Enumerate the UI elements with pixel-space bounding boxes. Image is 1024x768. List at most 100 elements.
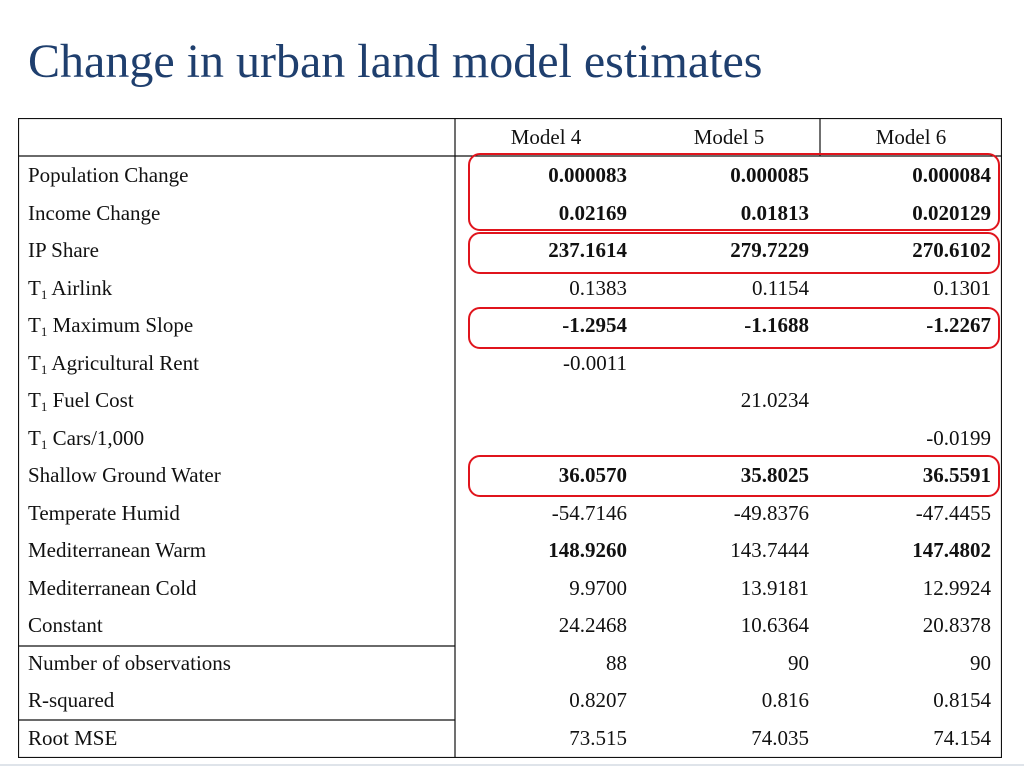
row-label-text: R-squared bbox=[28, 688, 115, 712]
row-label-text: Mediterranean Warm bbox=[28, 538, 207, 562]
value-cell-model-5: 90 bbox=[788, 650, 809, 675]
value-cell-model-4: 237.1614 bbox=[548, 238, 627, 262]
row-label: Constant bbox=[28, 606, 453, 644]
row-label: T1 Agricultural Rent bbox=[28, 344, 453, 382]
value-cell-model-6: 12.9924 bbox=[922, 575, 991, 600]
row-label: Mediterranean Warm bbox=[28, 531, 453, 569]
value-cell-model-4 bbox=[455, 381, 627, 419]
row-label-text: IP Share bbox=[28, 238, 99, 262]
table-row: Number of observations 88 90 90 bbox=[18, 644, 1002, 682]
value-cell-model-4: 73.515 bbox=[569, 725, 627, 750]
row-label-subscript: 1 bbox=[40, 361, 48, 377]
page-title: Change in urban land model estimates bbox=[28, 35, 763, 88]
value-cell-model-5: 74.035 bbox=[751, 725, 809, 750]
value-cell-model-6: 74.154 bbox=[933, 725, 991, 750]
row-label-text: Population Change bbox=[28, 163, 189, 187]
row-label: Mediterranean Cold bbox=[28, 569, 453, 607]
row-label-subscript: 1 bbox=[40, 324, 48, 339]
value-cell-model-5: 35.8025 bbox=[740, 463, 809, 487]
row-label-rest: Airlink bbox=[47, 275, 113, 300]
value-cell-model-5 bbox=[637, 419, 809, 457]
value-cell-model-5: 21.0234 bbox=[740, 388, 809, 412]
value-cell-model-4: 24.2468 bbox=[558, 613, 627, 637]
row-label-text: Income Change bbox=[28, 200, 161, 225]
row-label-rest: Cars/1,000 bbox=[47, 425, 145, 450]
row-label-subscript: 1 bbox=[40, 436, 48, 452]
row-label-text: T bbox=[28, 313, 41, 337]
row-label-text: Mediterranean Cold bbox=[28, 575, 197, 600]
table-header-row: Model 4 Model 5 Model 6 bbox=[18, 118, 1002, 156]
row-label-text: Root MSE bbox=[28, 725, 118, 750]
table-row: R-squared 0.8207 0.816 0.8154 bbox=[18, 681, 1002, 719]
row-label: T1 Cars/1,000 bbox=[28, 419, 453, 457]
table-row: Mediterranean Warm 148.9260 143.7444 147.48… bbox=[18, 531, 1002, 569]
value-cell-model-5: -49.8376 bbox=[733, 500, 809, 525]
row-label: Number of observations bbox=[28, 644, 453, 682]
row-label-text: T bbox=[28, 350, 41, 375]
table-row: Income Change 0.02169 0.01813 0.020129 bbox=[18, 194, 1002, 232]
value-cell-model-6: 20.8378 bbox=[922, 613, 991, 637]
table-row: T1 Agricultural Rent -0.0011 bbox=[18, 344, 1002, 382]
row-label-text: T bbox=[28, 275, 41, 300]
value-cell-model-5: 0.000085 bbox=[730, 163, 809, 187]
value-cell-model-4: 9.9700 bbox=[569, 575, 627, 600]
column-header-model-6: Model 6 bbox=[875, 125, 947, 149]
value-cell-model-4: 0.8207 bbox=[569, 688, 627, 712]
value-cell-model-6 bbox=[819, 344, 991, 382]
row-label: IP Share bbox=[28, 231, 453, 269]
value-cell-model-5: 0.816 bbox=[761, 688, 809, 712]
table-row: Constant 24.2468 10.6364 20.8378 bbox=[18, 606, 1002, 644]
value-cell-model-4: -0.0011 bbox=[563, 350, 627, 375]
row-label-text: T bbox=[28, 388, 41, 412]
row-label-text: Shallow Ground Water bbox=[28, 463, 221, 487]
value-cell-model-6: -47.4455 bbox=[915, 500, 991, 525]
row-label-text: Temperate Humid bbox=[28, 500, 180, 525]
table-row: T1 Airlink 0.1383 0.1154 0.1301 bbox=[18, 269, 1002, 307]
value-cell-model-4: -54.7146 bbox=[551, 500, 627, 525]
row-label-rest: Fuel Cost bbox=[47, 388, 134, 412]
value-cell-model-5: 10.6364 bbox=[740, 613, 809, 637]
value-cell-model-5: 279.7229 bbox=[730, 238, 809, 262]
row-label-text: T bbox=[28, 425, 41, 450]
table-row: T1 Maximum Slope -1.2954 -1.1688 -1.2267 bbox=[18, 306, 1002, 344]
table-row: Population Change 0.000083 0.000085 0.00008… bbox=[18, 156, 1002, 194]
highlight-box-ip-share bbox=[468, 232, 1000, 274]
value-cell-model-5: 143.7444 bbox=[730, 538, 809, 562]
row-label-rest: Maximum Slope bbox=[47, 313, 194, 337]
value-cell-model-4 bbox=[455, 419, 627, 457]
column-header-model-4: Model 4 bbox=[510, 125, 582, 149]
row-label-rest: Agricultural Rent bbox=[47, 350, 199, 375]
table-row: IP Share 237.1614 279.7229 270.6102 bbox=[18, 231, 1002, 269]
value-cell-model-4: 0.000083 bbox=[548, 163, 627, 187]
value-cell-model-6: 0.8154 bbox=[933, 688, 991, 712]
row-label: Root MSE bbox=[28, 719, 453, 757]
value-cell-model-6: 147.4802 bbox=[912, 538, 991, 562]
row-label: T1 Airlink bbox=[28, 269, 453, 307]
value-cell-model-5 bbox=[637, 344, 809, 382]
table-grid-lines bbox=[18, 118, 1002, 758]
value-cell-model-4: 36.0570 bbox=[558, 463, 627, 487]
value-cell-model-5: 0.1154 bbox=[752, 275, 809, 300]
table-row: Shallow Ground Water 36.0570 35.8025 36.559… bbox=[18, 456, 1002, 494]
row-label-subscript: 1 bbox=[40, 399, 48, 414]
highlight-box-population-income bbox=[468, 153, 1000, 231]
table-row: T1 Fuel Cost 21.0234 bbox=[18, 381, 1002, 419]
value-cell-model-4: 0.02169 bbox=[558, 200, 627, 225]
value-cell-model-6: 36.5591 bbox=[922, 463, 991, 487]
value-cell-model-6 bbox=[819, 381, 991, 419]
estimates-table: Model 4 Model 5 Model 6 Population Chang… bbox=[18, 118, 1002, 758]
value-cell-model-6: -0.0199 bbox=[926, 425, 991, 450]
row-label-text: Number of observations bbox=[28, 650, 231, 675]
value-cell-model-4: 0.1383 bbox=[569, 275, 627, 300]
value-cell-model-5: 13.9181 bbox=[740, 575, 809, 600]
table-row: Root MSE 73.515 74.035 74.154 bbox=[18, 719, 1002, 757]
footer-rule bbox=[0, 764, 1024, 766]
row-label: T1 Maximum Slope bbox=[28, 306, 453, 344]
row-label-text: Constant bbox=[28, 613, 103, 637]
table-row: T1 Cars/1,000 -0.0199 bbox=[18, 419, 1002, 457]
table-row: Temperate Humid -54.7146 -49.8376 -47.4455 bbox=[18, 494, 1002, 532]
highlight-box-maximum-slope bbox=[468, 307, 1000, 349]
column-header-model-5: Model 5 bbox=[693, 125, 765, 149]
value-cell-model-4: 88 bbox=[606, 650, 627, 675]
row-label: Shallow Ground Water bbox=[28, 456, 453, 494]
